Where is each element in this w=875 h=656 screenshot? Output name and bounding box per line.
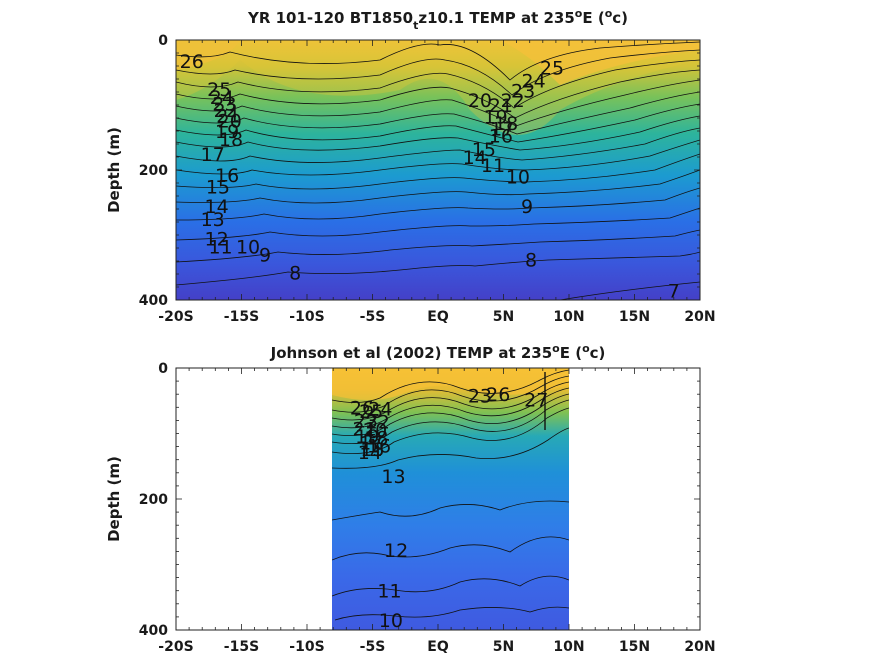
contour-label: 14: [463, 147, 487, 169]
x-tick-label: -15S: [224, 309, 259, 325]
contour-label: 8: [525, 250, 537, 272]
contour-label: 16: [489, 126, 513, 148]
contour-label: 21: [489, 95, 513, 117]
contour-label: 19: [484, 107, 508, 129]
contour-label: 22: [366, 412, 390, 434]
y-tick-label: 200: [139, 163, 168, 179]
contour-label: 14: [358, 442, 382, 464]
contour-label: 17: [490, 118, 514, 140]
panel-top-y-ticks: 0 200 400: [139, 33, 700, 309]
panel-bottom-y-ticks: 0 200 400: [139, 361, 700, 639]
contour-label: 24: [522, 70, 546, 92]
x-tick-label: 5N: [493, 309, 514, 325]
x-tick-label: -20S: [158, 309, 193, 325]
y-tick-label: 400: [139, 623, 168, 639]
x-tick-label: EQ: [427, 309, 449, 325]
contour-label: 7: [668, 280, 680, 302]
contour-label: 24: [368, 399, 392, 421]
contour-label: 9: [521, 196, 533, 218]
contour-label: 9: [259, 245, 271, 267]
y-tick-label: 0: [158, 33, 168, 49]
contour-label: 16: [367, 435, 391, 457]
x-tick-label: 15N: [619, 639, 650, 655]
contour-label: 26: [180, 51, 204, 73]
contour-label: 25: [540, 57, 564, 79]
contour-label: 20: [218, 111, 242, 133]
contour-label: 14: [205, 196, 229, 218]
contour-label: 25: [359, 401, 383, 423]
panel-top: YR 101-120 BT1850tz10.1 TEMP at 235oE (o…: [105, 7, 716, 325]
y-tick-label: 0: [158, 361, 168, 377]
panel-top-x-ticks: -20S -15S -10S -5S EQ 5N 10N 15N 20N: [158, 40, 716, 325]
panel-bottom-x-ticks: -20S -15S -10S -5S EQ 5N 10N 15N 20N: [158, 368, 716, 655]
contour-label: 17: [201, 144, 225, 166]
contour-label: 24: [210, 87, 234, 109]
contour-label: 18: [219, 129, 243, 151]
contour-label: 20: [468, 90, 492, 112]
y-tick-label: 200: [139, 492, 168, 508]
contour-label: 21: [353, 418, 377, 440]
x-tick-label: -5S: [360, 309, 386, 325]
contour-label: 15: [360, 439, 384, 461]
contour-label: 23: [468, 386, 492, 408]
x-tick-label: 10N: [553, 639, 584, 655]
contour-label: 18: [364, 427, 388, 449]
contour-label: 11: [481, 155, 505, 177]
contour-label: 8: [289, 263, 301, 285]
y-tick-label: 400: [139, 293, 168, 309]
contour-label: 19: [215, 121, 239, 143]
x-tick-label: 20N: [684, 639, 715, 655]
x-tick-label: 10N: [553, 309, 584, 325]
contour-label: 10: [506, 167, 530, 189]
x-tick-label: -10S: [289, 639, 324, 655]
panel-bottom: Johnson et al (2002) TEMP at 235oE (oc): [105, 342, 716, 655]
x-tick-label: -5S: [360, 639, 386, 655]
contour-label: 23: [354, 410, 378, 432]
contour-label: 21: [216, 105, 240, 127]
x-tick-label: -20S: [158, 639, 193, 655]
contour-label: 10: [236, 237, 260, 259]
contour-label: 22: [501, 90, 525, 112]
x-tick-label: EQ: [427, 639, 449, 655]
contour-label: 25: [207, 79, 231, 101]
contour-label: 23: [212, 94, 236, 116]
x-tick-label: -15S: [224, 639, 259, 655]
contour-label: 13: [201, 209, 225, 231]
panel-top-y-label: Depth (m): [105, 127, 123, 213]
contour-label: 23: [511, 81, 535, 103]
panel-top-title: YR 101-120 BT1850tz10.1 TEMP at 235oE (o…: [247, 7, 628, 32]
contour-label: 26: [486, 384, 510, 406]
contour-label: 26: [350, 397, 374, 419]
contour-label: 13: [381, 466, 405, 488]
contour-label: 11: [377, 581, 401, 603]
contour-label: 19: [355, 426, 379, 448]
x-tick-label: 20N: [684, 309, 715, 325]
panel-bottom-y-label: Depth (m): [105, 456, 123, 542]
x-tick-label: -10S: [289, 309, 324, 325]
contour-label: 16: [215, 165, 239, 187]
contour-label: 12: [384, 540, 408, 562]
contour-label: 27: [524, 389, 548, 411]
x-tick-label: 15N: [619, 309, 650, 325]
contour-label: 12: [205, 228, 229, 250]
panel-bottom-title: Johnson et al (2002) TEMP at 235oE (oc): [270, 342, 606, 362]
contour-label: 11: [208, 237, 232, 259]
contour-label: 18: [494, 113, 518, 135]
x-tick-label: 5N: [493, 639, 514, 655]
contour-label: 17: [359, 433, 383, 455]
contour-label: 15: [206, 176, 230, 198]
contour-label: 15: [472, 139, 496, 161]
contour-label: 22: [214, 100, 238, 122]
contour-label: 20: [363, 420, 387, 442]
contour-label: 10: [379, 610, 403, 632]
